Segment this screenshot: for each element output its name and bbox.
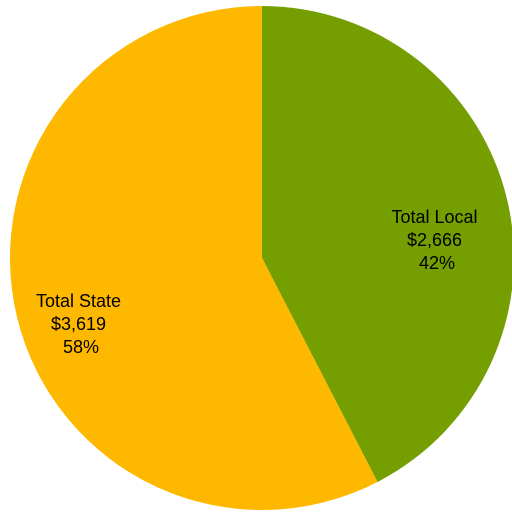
slice-percent-total-local: 42% — [419, 253, 455, 273]
slice-percent-total-state: 58% — [63, 337, 99, 357]
slice-name-total-local: Total Local — [391, 207, 477, 227]
slice-name-total-state: Total State — [36, 291, 121, 311]
slice-value-total-state: $3,619 — [51, 314, 106, 334]
slice-value-total-local: $2,666 — [407, 230, 462, 250]
